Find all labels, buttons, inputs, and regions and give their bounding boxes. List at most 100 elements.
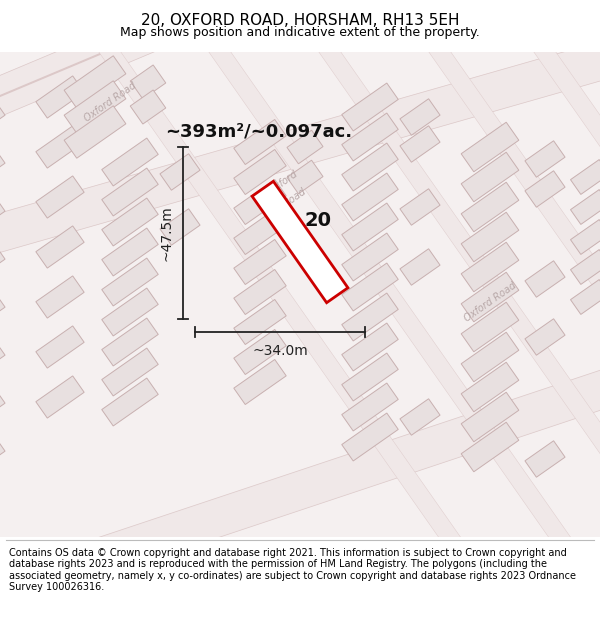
Polygon shape [36,326,84,368]
Polygon shape [130,90,166,124]
Polygon shape [234,149,286,194]
Polygon shape [64,56,126,108]
Text: ~47.5m: ~47.5m [159,205,173,261]
Text: Map shows position and indicative extent of the property.: Map shows position and indicative extent… [120,26,480,39]
Polygon shape [525,261,565,298]
Polygon shape [72,3,488,587]
Polygon shape [342,413,398,461]
Polygon shape [182,3,598,587]
Polygon shape [461,242,519,292]
Polygon shape [0,435,5,471]
Text: ~34.0m: ~34.0m [252,344,308,358]
Polygon shape [36,226,84,268]
Polygon shape [400,249,440,285]
Polygon shape [400,126,440,162]
Polygon shape [287,130,323,164]
Polygon shape [461,152,519,202]
Polygon shape [36,126,84,168]
Polygon shape [160,154,200,190]
Polygon shape [234,179,286,224]
Polygon shape [525,319,565,355]
Polygon shape [0,29,600,265]
Polygon shape [234,269,286,314]
Text: ~393m²/~0.097ac.: ~393m²/~0.097ac. [165,123,352,141]
Polygon shape [234,119,286,164]
Text: 20, OXFORD ROAD, HORSHAM, RH13 5EH: 20, OXFORD ROAD, HORSHAM, RH13 5EH [141,13,459,28]
Polygon shape [400,399,440,435]
Polygon shape [36,176,84,218]
Text: Road: Road [282,186,308,208]
Polygon shape [234,209,286,254]
Text: 20: 20 [305,211,331,229]
Polygon shape [94,339,600,575]
Polygon shape [36,76,84,118]
Polygon shape [400,189,440,225]
Polygon shape [102,258,158,306]
Polygon shape [402,3,600,587]
Polygon shape [0,147,5,183]
Polygon shape [0,339,5,375]
Polygon shape [102,318,158,366]
Text: Oxford Road: Oxford Road [82,81,138,124]
Polygon shape [342,203,398,251]
Polygon shape [102,168,158,216]
Polygon shape [64,81,126,133]
Polygon shape [160,209,200,245]
Polygon shape [342,383,398,431]
Polygon shape [342,263,398,311]
Polygon shape [525,141,565,177]
Polygon shape [342,353,398,401]
Polygon shape [0,99,5,135]
Polygon shape [342,233,398,281]
Text: Oxford Road: Oxford Road [462,281,518,324]
Polygon shape [400,99,440,135]
Polygon shape [571,159,600,194]
Polygon shape [507,3,600,587]
Polygon shape [36,376,84,418]
Polygon shape [461,362,519,412]
Polygon shape [342,113,398,161]
Polygon shape [571,219,600,254]
Polygon shape [234,329,286,374]
Text: Oxford: Oxford [266,169,299,196]
Polygon shape [0,0,457,134]
Polygon shape [102,198,158,246]
Polygon shape [461,422,519,472]
Polygon shape [342,173,398,221]
Polygon shape [252,181,348,302]
Polygon shape [102,288,158,336]
Polygon shape [292,3,600,587]
Polygon shape [461,182,519,232]
Polygon shape [0,291,5,328]
Polygon shape [0,195,5,231]
Polygon shape [0,0,451,118]
Polygon shape [571,249,600,284]
Polygon shape [461,122,519,172]
Polygon shape [234,359,286,404]
Polygon shape [102,348,158,396]
Polygon shape [342,293,398,341]
Polygon shape [461,332,519,382]
Polygon shape [102,228,158,276]
Polygon shape [571,279,600,314]
Polygon shape [461,213,519,262]
Polygon shape [342,323,398,371]
Polygon shape [234,299,286,344]
Polygon shape [36,276,84,318]
Polygon shape [525,441,565,478]
Text: Contains OS data © Crown copyright and database right 2021. This information is : Contains OS data © Crown copyright and d… [9,548,576,592]
Polygon shape [0,242,5,279]
Polygon shape [461,272,519,322]
Polygon shape [461,302,519,352]
Polygon shape [234,239,286,284]
Polygon shape [102,378,158,426]
Polygon shape [130,65,166,99]
Polygon shape [287,160,323,194]
Polygon shape [571,189,600,224]
Polygon shape [64,106,126,158]
Polygon shape [0,387,5,423]
Polygon shape [461,392,519,442]
Polygon shape [342,143,398,191]
Polygon shape [525,171,565,208]
Polygon shape [342,83,398,131]
